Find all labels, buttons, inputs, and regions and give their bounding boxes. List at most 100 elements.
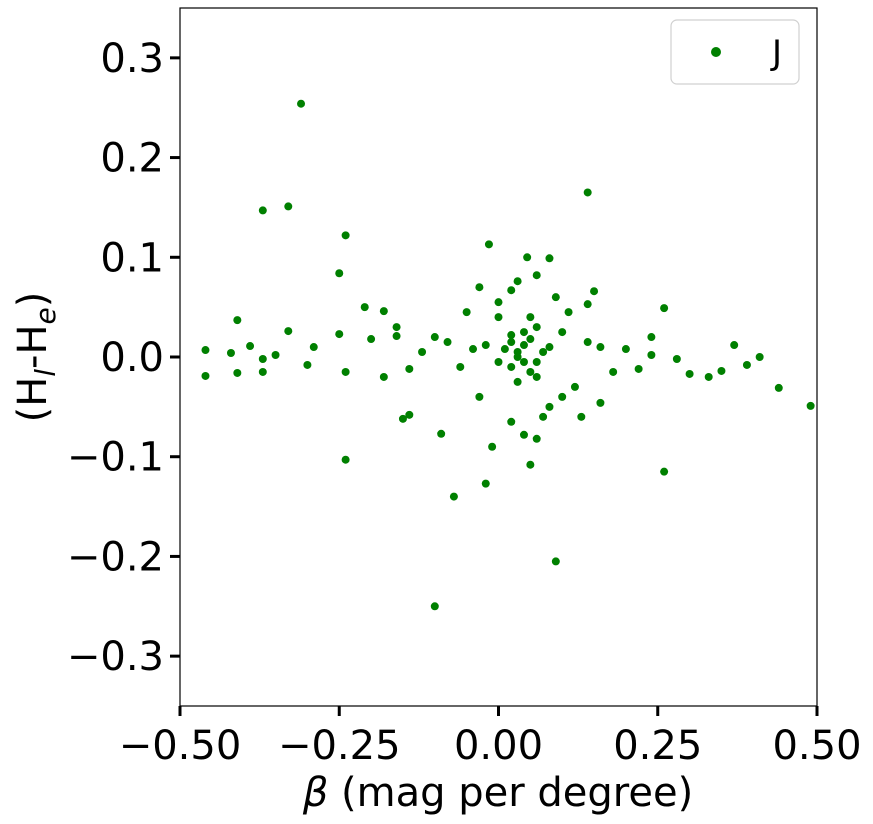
data-point-0-47 bbox=[647, 333, 656, 342]
y-tick-label-2: 0.1 bbox=[100, 235, 164, 281]
data-point-0-75 bbox=[526, 335, 535, 344]
data-point-0-81 bbox=[469, 345, 478, 354]
data-point-0-37 bbox=[806, 401, 815, 410]
data-point-0-42 bbox=[717, 366, 726, 375]
data-point-0-60 bbox=[494, 298, 503, 307]
data-point-0-90 bbox=[570, 382, 579, 391]
y-tick-label-0: 0.3 bbox=[100, 36, 164, 82]
y-axis-ticks: 0.3 0.2 0.1 0.0 −0.1 −0.2 −0.3 bbox=[67, 36, 180, 680]
data-point-0-64 bbox=[507, 338, 516, 347]
data-point-0-40 bbox=[742, 360, 751, 369]
y-axis-label-sub-2: e bbox=[29, 307, 62, 324]
y-axis-label-part-2: -H bbox=[10, 324, 56, 369]
data-point-0-66 bbox=[519, 357, 528, 366]
data-point-0-0 bbox=[297, 99, 306, 108]
data-point-0-59 bbox=[507, 286, 516, 295]
data-point-0-26 bbox=[392, 332, 401, 341]
y-axis-label-part-3: ) bbox=[10, 292, 56, 308]
data-point-0-85 bbox=[418, 348, 427, 357]
y-tick-label-6: −0.3 bbox=[67, 634, 164, 680]
x-tick-label-3: 0.25 bbox=[613, 723, 702, 769]
data-point-0-63 bbox=[532, 323, 541, 332]
data-point-0-76 bbox=[545, 343, 554, 352]
data-point-0-46 bbox=[660, 304, 669, 313]
legend-box bbox=[670, 19, 800, 85]
data-point-0-53 bbox=[519, 430, 528, 439]
legend-marker bbox=[711, 47, 721, 57]
data-point-0-48 bbox=[590, 287, 599, 296]
data-point-0-80 bbox=[481, 341, 490, 350]
data-point-0-49 bbox=[583, 300, 592, 309]
data-point-0-44 bbox=[685, 369, 694, 378]
data-point-0-89 bbox=[558, 328, 567, 337]
data-point-0-38 bbox=[774, 383, 783, 392]
data-point-0-79 bbox=[532, 357, 541, 366]
data-point-0-68 bbox=[507, 362, 516, 371]
data-point-0-92 bbox=[596, 343, 605, 352]
data-point-0-6 bbox=[484, 240, 493, 249]
data-point-0-69 bbox=[513, 353, 522, 361]
x-axis-ticks: −0.50 −0.25 0.00 0.25 0.50 bbox=[119, 706, 862, 769]
data-point-0-23 bbox=[341, 367, 350, 376]
data-point-0-104 bbox=[507, 417, 516, 426]
data-point-0-74 bbox=[513, 377, 522, 386]
data-point-0-28 bbox=[405, 410, 414, 419]
data-point-0-29 bbox=[341, 455, 350, 464]
plot-area bbox=[180, 8, 817, 706]
data-point-0-11 bbox=[379, 307, 388, 316]
data-point-0-21 bbox=[258, 367, 267, 376]
data-point-0-16 bbox=[226, 349, 235, 358]
data-point-0-93 bbox=[609, 367, 618, 376]
x-tick-label-2: 0.00 bbox=[454, 723, 543, 769]
data-point-0-36 bbox=[430, 602, 439, 611]
data-point-0-43 bbox=[704, 372, 713, 381]
data-point-0-96 bbox=[647, 351, 656, 360]
data-point-0-24 bbox=[309, 343, 318, 352]
x-tick-label-1: −0.25 bbox=[278, 723, 401, 769]
data-point-0-98 bbox=[545, 402, 554, 411]
data-point-0-25 bbox=[367, 335, 376, 344]
data-point-0-31 bbox=[449, 492, 458, 501]
data-point-0-45 bbox=[672, 354, 681, 363]
x-tick-label-0: −0.50 bbox=[119, 723, 242, 769]
legend: J bbox=[670, 19, 800, 85]
data-point-0-67 bbox=[526, 367, 535, 376]
data-point-0-12 bbox=[284, 327, 293, 336]
data-point-0-10 bbox=[360, 303, 369, 312]
data-point-0-61 bbox=[526, 313, 535, 322]
data-point-0-14 bbox=[246, 342, 255, 351]
y-tick-label-1: 0.2 bbox=[100, 136, 164, 182]
data-point-0-51 bbox=[577, 412, 586, 421]
data-point-0-1 bbox=[258, 206, 267, 215]
data-point-0-13 bbox=[335, 330, 344, 339]
data-point-0-32 bbox=[481, 479, 490, 488]
data-point-0-41 bbox=[730, 341, 739, 350]
data-point-0-22 bbox=[201, 371, 210, 380]
data-point-0-97 bbox=[558, 392, 567, 401]
data-point-0-87 bbox=[392, 323, 401, 332]
data-point-0-62 bbox=[519, 328, 528, 337]
data-point-0-2 bbox=[284, 202, 293, 211]
legend-label: J bbox=[770, 33, 782, 73]
y-axis-label-sub-1: l bbox=[29, 369, 62, 377]
data-point-0-91 bbox=[583, 338, 592, 347]
data-point-0-56 bbox=[551, 293, 560, 302]
data-point-0-77 bbox=[494, 357, 503, 366]
data-point-0-82 bbox=[456, 362, 465, 371]
data-point-0-94 bbox=[621, 345, 630, 354]
data-point-0-52 bbox=[532, 434, 541, 443]
y-tick-label-4: −0.1 bbox=[67, 435, 164, 481]
data-point-0-17 bbox=[271, 351, 280, 360]
data-point-0-83 bbox=[443, 338, 452, 347]
data-point-0-55 bbox=[513, 277, 522, 286]
data-point-0-101 bbox=[462, 308, 471, 317]
data-point-0-54 bbox=[488, 442, 497, 451]
data-point-0-33 bbox=[526, 460, 535, 469]
data-point-0-20 bbox=[233, 368, 242, 377]
data-point-0-5 bbox=[335, 269, 344, 278]
data-point-0-18 bbox=[258, 354, 267, 363]
y-tick-label-5: −0.2 bbox=[67, 534, 164, 580]
data-point-0-102 bbox=[564, 308, 573, 317]
y-axis-label-part-1: (H bbox=[10, 377, 56, 423]
